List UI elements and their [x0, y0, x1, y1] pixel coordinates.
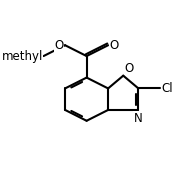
Text: O: O [55, 39, 64, 52]
Text: Cl: Cl [161, 82, 173, 95]
Text: methyl: methyl [1, 50, 43, 63]
Text: O: O [125, 62, 134, 75]
Text: N: N [134, 111, 143, 124]
Text: O: O [109, 39, 119, 52]
